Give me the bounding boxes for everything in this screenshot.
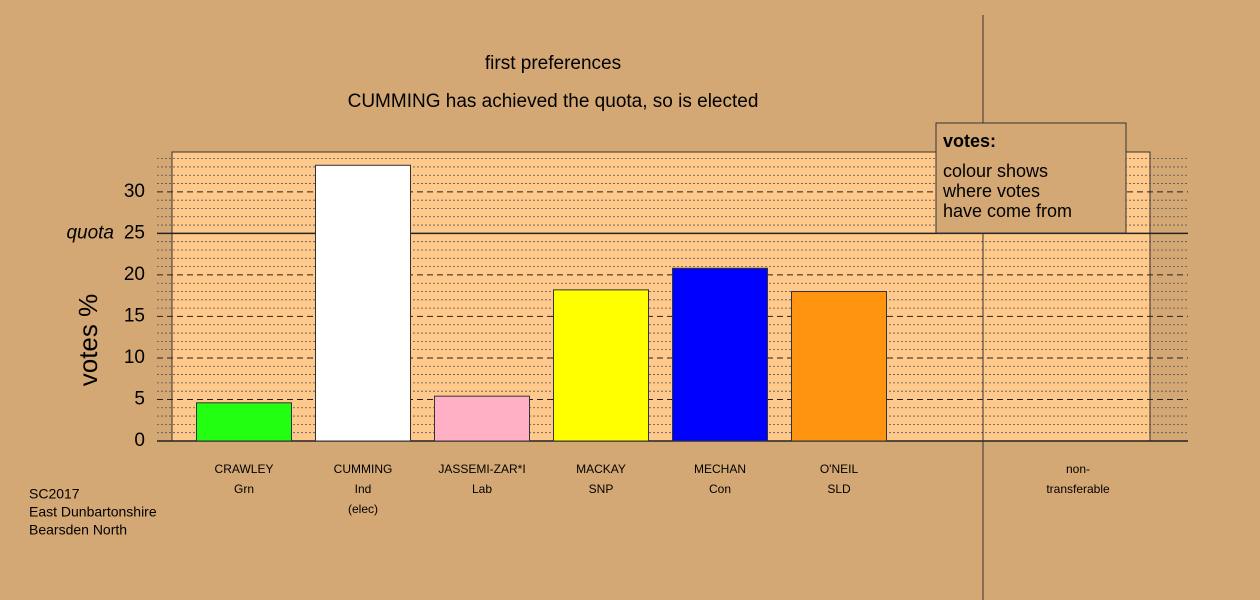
- bar: [434, 395, 530, 442]
- footnote: SC2017: [29, 486, 80, 502]
- footnote: East Dunbartonshire: [29, 504, 157, 520]
- party-label: Lab: [472, 482, 492, 496]
- legend-title: votes:: [943, 131, 996, 151]
- quota-label: quota: [66, 222, 114, 243]
- y-tick-label: 30: [124, 181, 145, 202]
- bar: [672, 267, 768, 442]
- bar: [196, 402, 292, 442]
- y-axis-label: votes %: [73, 294, 103, 387]
- chart-title: first preferences: [485, 53, 621, 74]
- bar: [553, 289, 649, 442]
- legend-text: colour shows: [943, 161, 1048, 181]
- x-tick-label: MACKAY: [576, 462, 626, 476]
- y-tick-label: 5: [134, 388, 145, 409]
- x-tick-label: CUMMING: [334, 462, 393, 476]
- x-tick-label: O'NEIL: [820, 462, 859, 476]
- y-tick-label: 15: [124, 305, 145, 326]
- bar: [791, 291, 887, 442]
- legend-text: where votes: [942, 181, 1040, 201]
- legend-box: [935, 122, 1127, 234]
- party-label: Grn: [234, 482, 254, 496]
- legend-text: have come from: [943, 201, 1072, 221]
- note-label: (elec): [348, 502, 378, 516]
- y-tick-label: 25: [124, 222, 145, 243]
- party-label: Ind: [355, 482, 372, 496]
- y-tick-label: 20: [124, 264, 145, 285]
- y-tick-label: 10: [124, 347, 145, 368]
- bar: [315, 164, 411, 442]
- footnote: Bearsden North: [29, 522, 127, 538]
- x-tick-label: CRAWLEY: [215, 462, 274, 476]
- y-tick-label: 0: [134, 430, 145, 451]
- x-tick-label: MECHAN: [694, 462, 746, 476]
- party-label: SNP: [589, 482, 614, 496]
- x-tick-label: non-: [1066, 462, 1090, 476]
- chart-subtitle: CUMMING has achieved the quota, so is el…: [348, 91, 759, 112]
- party-label: Con: [709, 482, 731, 496]
- party-label: SLD: [827, 482, 851, 496]
- x-tick-label: transferable: [1046, 482, 1110, 496]
- x-tick-label: JASSEMI-ZAR*I: [438, 462, 525, 476]
